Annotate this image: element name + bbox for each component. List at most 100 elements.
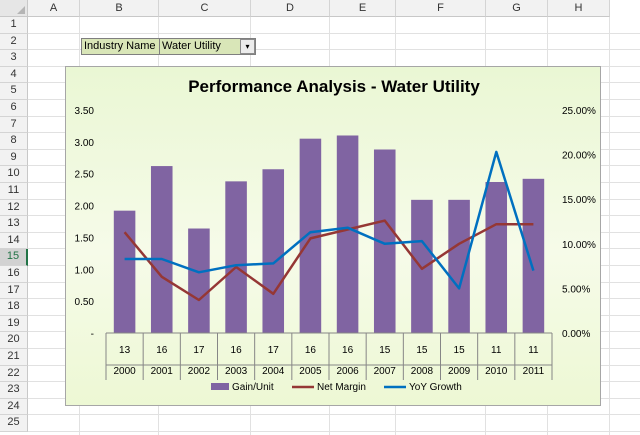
column-header-d[interactable]: D [251,0,330,17]
row-gridline [28,32,640,34]
row-header-9[interactable]: 9 [0,149,28,167]
category-top-label: 16 [156,345,168,356]
column-header-f[interactable]: F [396,0,486,17]
filter-value-cell[interactable]: Water Utility [159,38,256,55]
category-year-label: 2007 [374,366,397,377]
row-header-19[interactable]: 19 [0,315,28,333]
category-top-label: 16 [305,345,317,356]
row-header-10[interactable]: 10 [0,166,28,183]
row-header-20[interactable]: 20 [0,332,28,349]
chart-canvas: Performance Analysis - Water Utility 3.5… [75,77,596,393]
category-top-label: 11 [528,345,539,356]
column-header-g[interactable]: G [486,0,548,17]
bar-gain-unit [411,199,433,333]
left-axis-tick-label: 2.00 [75,202,95,213]
series-line-yoy-growth [124,150,535,290]
legend-swatch-gain-unit [211,383,229,390]
category-top-label: 16 [342,345,354,356]
column-header-e[interactable]: E [330,0,396,17]
category-top-label: 16 [231,345,243,356]
row-header-25[interactable]: 25 [0,415,28,432]
series-line-net-margin [123,219,534,302]
row-header-14[interactable]: 14 [0,232,28,250]
row-header-13[interactable]: 13 [0,216,28,233]
category-year-label: 2000 [113,366,136,377]
row-header-24[interactable]: 24 [0,398,28,416]
column-header-h[interactable]: H [548,0,610,17]
row-header-23[interactable]: 23 [0,382,28,399]
row-header-6[interactable]: 6 [0,100,28,117]
left-axis-tick-label: 1.00 [75,265,95,276]
category-top-label: 15 [416,345,428,356]
category-top-label: 15 [379,345,391,356]
row-gridline [28,49,640,51]
row-header-7[interactable]: 7 [0,116,28,134]
category-top-label: 13 [119,345,131,356]
left-axis-tick-label: 2.50 [75,170,95,181]
category-year-label: 2005 [299,366,322,377]
select-all-triangle-icon [17,6,25,14]
bar-gain-unit [150,166,173,333]
select-all-corner[interactable] [0,0,28,17]
category-year-label: 2006 [336,366,359,377]
category-top-label: 11 [491,345,502,356]
row-header-16[interactable]: 16 [0,266,28,283]
row-header-11[interactable]: 11 [0,183,28,200]
column-header-b[interactable]: B [80,0,159,17]
left-axis-tick-label: 0.50 [75,297,95,308]
category-year-label: 2003 [225,366,248,377]
filter-dropdown-button[interactable]: ▾ [240,39,255,54]
row-gridline [28,431,640,432]
category-year-label: 2009 [448,366,471,377]
category-year-label: 2001 [151,366,174,377]
bar-gain-unit [262,169,285,333]
category-top-label: 17 [268,345,280,356]
left-axis-tick-label: - [91,329,94,340]
left-axis-tick-label: 3.00 [75,138,95,149]
legend-label: YoY Growth [409,382,462,393]
legend-label: Net Margin [317,382,366,393]
row-header-8[interactable]: 8 [0,133,28,150]
row-header-1[interactable]: 1 [0,17,28,34]
filter-funnel-icon: ▾ [245,42,250,51]
row-header-5[interactable]: 5 [0,83,28,100]
right-axis-tick-label: 20.00% [562,151,596,162]
bar-gain-unit [373,149,396,333]
filter-label-cell: Industry Name [81,38,160,55]
row-header-15[interactable]: 15 [0,249,28,266]
row-header-21[interactable]: 21 [0,349,28,366]
bar-gain-unit [522,178,545,333]
row-header-18[interactable]: 18 [0,299,28,316]
left-axis-tick-label: 1.50 [75,233,95,244]
bar-gain-unit [336,135,359,333]
row-header-3[interactable]: 3 [0,50,28,67]
category-top-label: 15 [454,345,466,356]
bar-gain-unit [448,199,470,333]
row-header-17[interactable]: 17 [0,282,28,300]
performance-chart[interactable]: Performance Analysis - Water Utility 3.5… [65,66,601,406]
bar-gain-unit [299,138,322,333]
bar-gain-unit [225,181,247,333]
right-axis-tick-label: 10.00% [562,240,596,251]
column-header-a[interactable]: A [28,0,80,17]
category-year-label: 2010 [485,366,508,377]
right-axis-tick-label: 15.00% [562,195,596,206]
category-year-label: 2011 [523,366,545,377]
row-header-2[interactable]: 2 [0,33,28,51]
bar-gain-unit [113,210,136,333]
chart-title: Performance Analysis - Water Utility [188,77,480,96]
legend-label: Gain/Unit [232,382,274,393]
category-top-label: 17 [193,345,205,356]
column-header-c[interactable]: C [159,0,251,17]
right-axis-tick-label: 0.00% [562,329,590,340]
column-gridline [609,17,610,435]
bar-gain-unit [485,181,508,333]
row-header-22[interactable]: 22 [0,365,28,383]
bar-gain-unit [188,228,210,333]
row-header-4[interactable]: 4 [0,66,28,84]
category-year-label: 2002 [188,366,211,377]
left-axis-tick-label: 3.50 [75,106,95,117]
category-year-label: 2004 [262,366,285,377]
row-header-12[interactable]: 12 [0,199,28,217]
